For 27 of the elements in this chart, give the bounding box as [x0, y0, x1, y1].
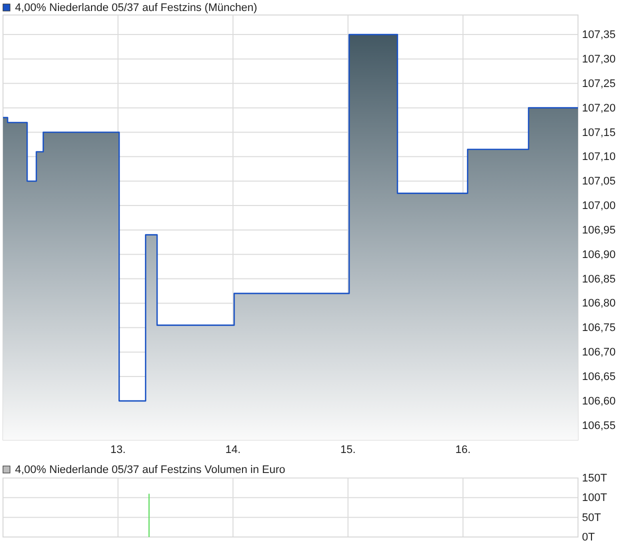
y-tick-label: 107,10	[582, 151, 616, 164]
y-tick-label: 107,20	[582, 102, 616, 114]
x-tick-label: 13.	[110, 444, 126, 456]
x-tick-label: 14.	[225, 444, 241, 456]
legend-label: 4,00% Niederlande 05/37 auf Festzins (München)	[15, 2, 258, 14]
y-tick-label: 100T	[582, 492, 608, 504]
y-tick-label: 107,15	[582, 126, 616, 139]
y-tick-label: 50T	[582, 512, 602, 524]
x-tick-label: 16.	[455, 444, 471, 456]
y-tick-label: 106,95	[582, 224, 616, 236]
y-tick-label: 106,55	[582, 420, 616, 432]
y-tick-label: 0T	[582, 532, 596, 544]
y-tick-label: 106,70	[582, 346, 616, 359]
y-tick-label: 107,05	[582, 176, 616, 188]
y-tick-label: 107,30	[582, 53, 616, 66]
y-tick-label: 106,60	[582, 395, 616, 408]
y-tick-label: 150T	[582, 472, 608, 485]
chart-title: 4,00% Niederlande 05/37 auf Festzins Volumen in Euro	[15, 464, 286, 476]
y-tick-label: 106,75	[582, 322, 616, 334]
y-tick-label: 106,80	[582, 298, 616, 310]
y-tick-label: 107,35	[582, 29, 616, 42]
y-tick-label: 106,65	[582, 371, 616, 384]
y-tick-label: 106,85	[582, 273, 616, 286]
y-tick-label: 107,00	[582, 200, 616, 212]
x-tick-label: 15.	[340, 444, 356, 456]
y-tick-label: 106,90	[582, 248, 616, 261]
y-tick-label: 107,25	[582, 78, 616, 90]
